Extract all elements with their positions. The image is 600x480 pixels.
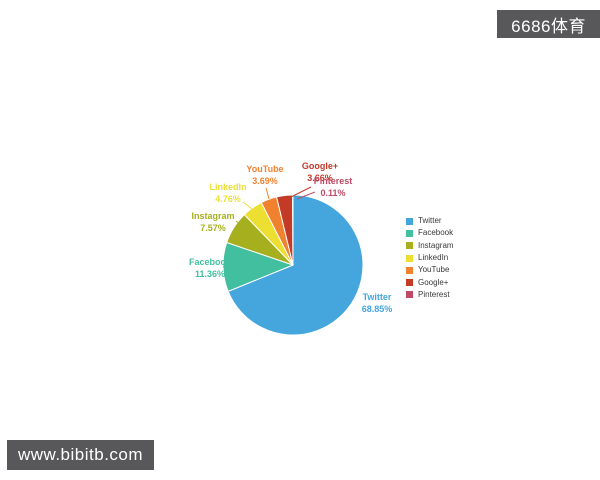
pie-slice-twitter bbox=[227, 194, 364, 336]
legend-swatch-icon bbox=[406, 217, 413, 225]
watermark-top-text: 6686体育 bbox=[511, 16, 586, 36]
watermark-bottom-text: www.bibitb.com bbox=[17, 445, 144, 464]
legend-swatch-icon bbox=[406, 266, 413, 274]
legend-swatch-icon bbox=[406, 279, 413, 287]
legend-label: YouTube bbox=[418, 265, 450, 275]
legend-item-instagram: Instagram bbox=[406, 240, 454, 252]
legend-label: Pinterest bbox=[418, 289, 450, 299]
label-leader-line bbox=[296, 191, 316, 200]
slice-label-value: 3.66% bbox=[307, 173, 333, 183]
legend-item-twitter: Twitter bbox=[406, 215, 454, 227]
slice-label-name: Twitter bbox=[363, 292, 392, 302]
legend-label: Google+ bbox=[418, 277, 449, 287]
slice-label-value: 0.11% bbox=[320, 188, 345, 198]
slice-label-name: Pinterest bbox=[314, 176, 353, 186]
legend-item-pinterest: Pinterest bbox=[406, 289, 454, 301]
legend-swatch-icon bbox=[406, 254, 413, 262]
legend-label: Facebook bbox=[418, 228, 454, 238]
slice-label-name: LinkedIn bbox=[209, 182, 246, 192]
legend-label: LinkedIn bbox=[418, 253, 449, 263]
legend-swatch-icon bbox=[406, 229, 413, 237]
label-leader-line bbox=[222, 262, 234, 268]
label-leader-line bbox=[290, 186, 312, 198]
watermark-badge-bottom: www.bibitb.com bbox=[7, 440, 154, 470]
label-leader-line bbox=[265, 187, 270, 200]
legend-item-google: Google+ bbox=[406, 276, 454, 288]
legend-label: Instagram bbox=[418, 240, 454, 250]
legend-swatch-icon bbox=[406, 291, 413, 299]
slice-label-value: 68.85% bbox=[362, 304, 393, 314]
chart-legend: Twitter Facebook Instagram LinkedIn YouTube G… bbox=[406, 215, 454, 301]
slice-label-name: Instagram bbox=[191, 211, 234, 221]
watermark-badge-top: 6686体育 bbox=[497, 10, 600, 38]
slice-label-value: 7.57% bbox=[200, 223, 226, 233]
slice-label-value: 4.76% bbox=[215, 194, 241, 204]
label-leader-line bbox=[242, 201, 253, 210]
slice-label-name: Facebook bbox=[189, 257, 232, 267]
label-leader-line bbox=[235, 220, 247, 230]
slice-label-value: 3.69% bbox=[252, 176, 278, 186]
legend-swatch-icon bbox=[406, 242, 413, 250]
legend-item-facebook: Facebook bbox=[406, 227, 454, 239]
slice-label-name: YouTube bbox=[246, 164, 283, 174]
legend-label: Twitter bbox=[418, 216, 442, 226]
slice-label-name: Google+ bbox=[302, 161, 338, 171]
legend-item-youtube: YouTube bbox=[406, 264, 454, 276]
legend-item-linkedin: LinkedIn bbox=[406, 252, 454, 264]
slice-label-value: 11.36% bbox=[195, 269, 225, 279]
